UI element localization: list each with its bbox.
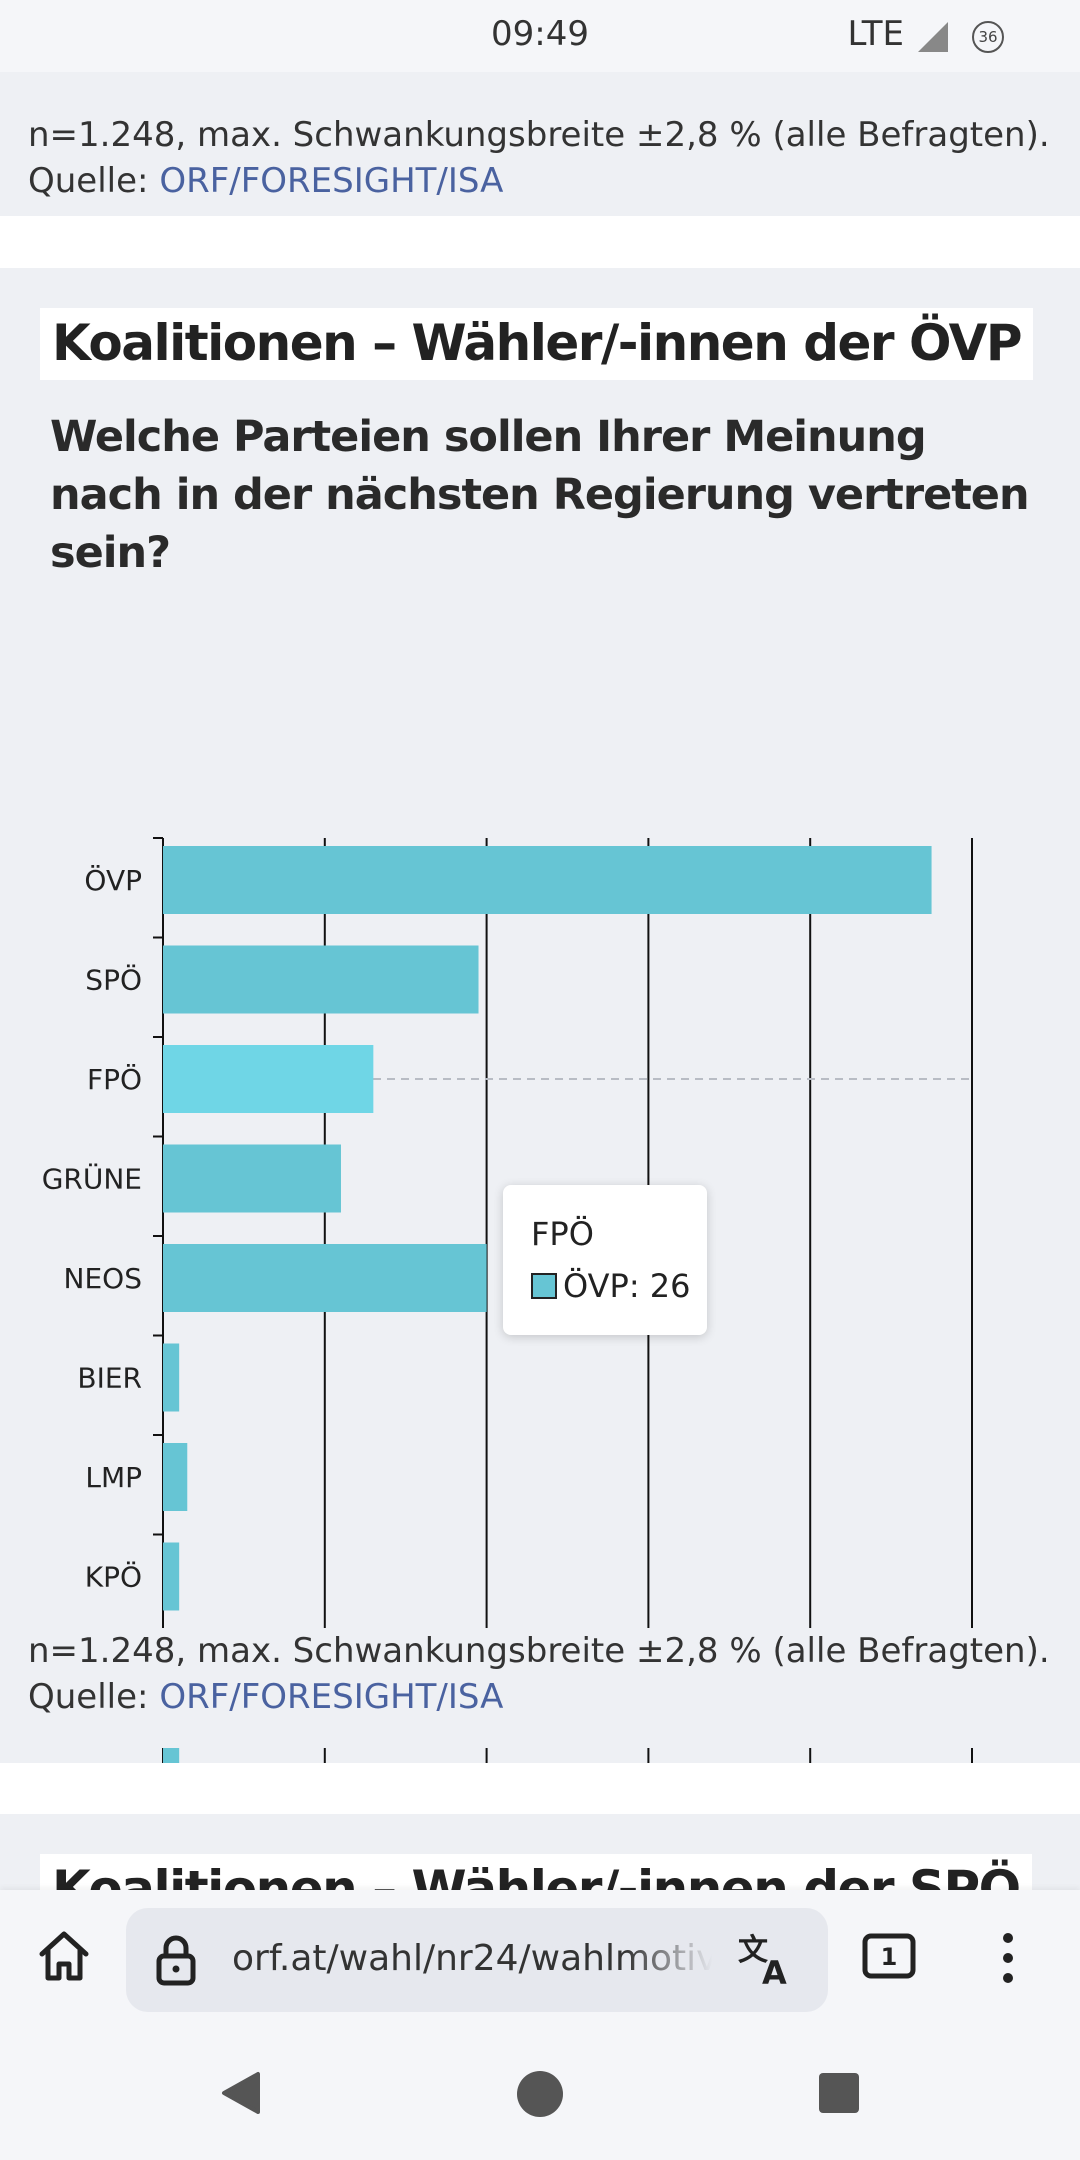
back-icon[interactable] <box>218 2070 264 2116</box>
section-gap <box>0 1763 1080 1814</box>
status-bar: 09:49 LTE 36 <box>0 0 1080 72</box>
tabs-icon[interactable]: 1 <box>862 1932 916 1980</box>
url-bar[interactable]: orf.at/wahl/nr24/wahlmotive <box>126 1908 828 2012</box>
next-chart-card: Koalitionen – Wähler/-innen der SPÖ <box>0 1814 1080 1894</box>
network-type: LTE <box>847 14 904 54</box>
note-text: n=1.248, max. Schwankungsbreite ±2,8 % (… <box>28 1631 1050 1671</box>
home-circle-icon[interactable] <box>516 2070 564 2118</box>
source-link[interactable]: ORF/FORESIGHT/ISA <box>159 161 504 201</box>
svg-text:文: 文 <box>738 1933 768 1968</box>
home-icon[interactable] <box>36 1928 92 1984</box>
bar-BIER <box>163 1343 180 1412</box>
browser-toolbar: orf.at/wahl/nr24/wahlmotive 文 A 1 <box>0 1890 1080 2020</box>
more-icon[interactable] <box>1000 1930 1016 1986</box>
bar-LMP <box>163 1443 188 1511</box>
translate-icon[interactable]: 文 A <box>736 1930 794 1986</box>
section-gap <box>0 216 1080 268</box>
next-chart-title: Koalitionen – Wähler/-innen der SPÖ <box>40 1854 1032 1894</box>
lock-icon <box>156 1935 196 1986</box>
bar-SPÖ <box>163 945 479 1014</box>
y-tick-label-FPÖ: FPÖ <box>87 1062 142 1096</box>
note-text: n=1.248, max. Schwankungsbreite ±2,8 % (… <box>28 115 1050 155</box>
url-text[interactable]: orf.at/wahl/nr24/wahlmotive <box>232 1938 712 1979</box>
source-label: Quelle: <box>28 161 160 201</box>
system-nav-bar <box>0 2020 1080 2160</box>
bar-NEOS <box>163 1244 487 1312</box>
chart-card: Koalitionen – Wähler/-innen der ÖVP Welc… <box>0 268 1080 1887</box>
chart-tooltip: FPÖ ÖVP: 26 <box>503 1185 707 1335</box>
source-link[interactable]: ORF/FORESIGHT/ISA <box>159 1677 504 1717</box>
y-tick-label-ÖVP: ÖVP <box>84 863 142 897</box>
status-time: 09:49 <box>491 14 589 54</box>
tooltip-swatch <box>531 1273 557 1299</box>
bar-GRÜNE <box>163 1144 341 1213</box>
bar-KPÖ <box>163 1542 180 1611</box>
bar-ÖVP <box>163 846 932 914</box>
y-tick-label-BIER: BIER <box>77 1362 142 1395</box>
signal-icon <box>918 22 948 52</box>
recents-icon[interactable] <box>818 2072 860 2114</box>
y-tick-label-GRÜNE: GRÜNE <box>42 1162 142 1196</box>
bar-FPÖ <box>163 1045 374 1113</box>
top-source-note: n=1.248, max. Schwankungsbreite ±2,8 % (… <box>0 72 1080 216</box>
battery-icon: 36 <box>972 21 1004 53</box>
y-tick-label-KPÖ: KPÖ <box>85 1560 142 1594</box>
source-label: Quelle: <box>28 1677 160 1717</box>
y-tick-label-SPÖ: SPÖ <box>85 963 142 997</box>
bottom-source-note: n=1.248, max. Schwankungsbreite ±2,8 % (… <box>0 1628 1080 1748</box>
tab-count: 1 <box>881 1943 898 1971</box>
svg-text:A: A <box>762 1954 787 1986</box>
tooltip-value: ÖVP: 26 <box>563 1267 691 1305</box>
y-tick-label-NEOS: NEOS <box>64 1262 142 1295</box>
chart-title: Koalitionen – Wähler/-innen der ÖVP <box>40 308 1033 380</box>
chart-subtitle: Welche Parteien sollen Ihrer Meinung nac… <box>50 412 1030 578</box>
tooltip-category: FPÖ <box>531 1215 594 1253</box>
y-tick-label-LMP: LMP <box>85 1461 142 1494</box>
